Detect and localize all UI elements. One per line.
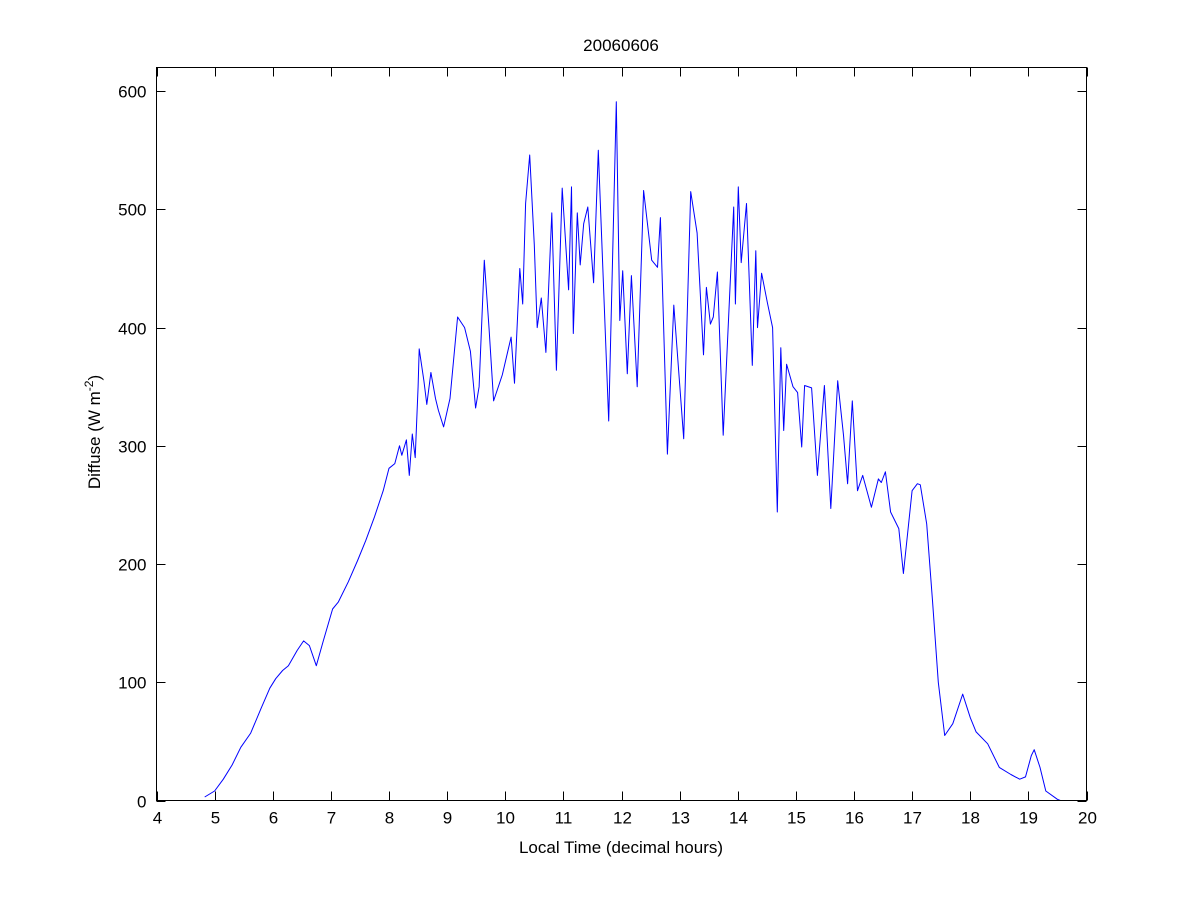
y-tick-label: 0: [137, 793, 146, 812]
y-axis-label-close: ): [85, 375, 104, 381]
x-tick-label: 10: [496, 809, 515, 828]
chart-title: 20060606: [583, 36, 659, 55]
y-axis-label-superscript: -2: [82, 380, 96, 391]
x-tick-label: 8: [385, 809, 394, 828]
x-axis-label: Local Time (decimal hours): [519, 838, 723, 857]
axes-box: [156, 67, 1087, 801]
x-tick-label: 16: [845, 809, 864, 828]
x-tick-label: 11: [555, 809, 573, 828]
plot-area: [204, 101, 1061, 801]
x-tick-label: 17: [903, 809, 922, 828]
y-axis-label: Diffuse (W m-2): [82, 375, 104, 489]
x-tick-label: 12: [613, 809, 632, 828]
x-tick-label: 5: [211, 809, 220, 828]
y-tick-label: 500: [118, 201, 146, 220]
y-tick-label: 300: [118, 438, 146, 457]
x-tick-label: 6: [269, 809, 278, 828]
x-tick-label: 7: [327, 809, 336, 828]
x-tick-label: 13: [671, 809, 690, 828]
x-tick-label: 4: [153, 809, 162, 828]
axis-ticks: 4 5 6 7 8 9 10 11 12 13 14 15 16 17 18 19 20010020030040…: [118, 67, 1097, 828]
y-tick-label: 400: [118, 320, 146, 339]
x-tick-label: 15: [787, 809, 806, 828]
y-axis-label-main: Diffuse (W m: [85, 391, 104, 489]
series-line-diffuse: [204, 101, 1061, 801]
y-tick-label: 600: [118, 83, 146, 102]
y-tick-label: 100: [118, 674, 146, 693]
x-tick-label: 14: [729, 809, 748, 828]
x-tick-label: 20: [1078, 809, 1097, 828]
x-tick-label: 19: [1019, 809, 1038, 828]
y-tick-label: 200: [118, 556, 146, 575]
x-tick-label: 9: [443, 809, 452, 828]
x-tick-label: 18: [961, 809, 980, 828]
